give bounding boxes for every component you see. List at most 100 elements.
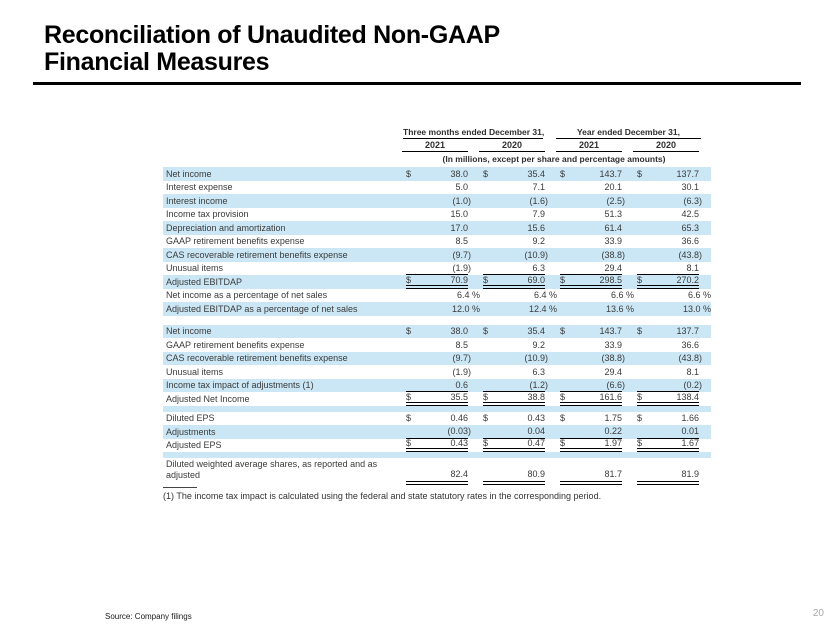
currency-symbol: $	[637, 326, 643, 337]
cell-group-q-2020: (1.6)	[483, 194, 548, 208]
cell-group-y-2021: 51.3	[560, 208, 622, 222]
cell-group-q-2020: 9.2	[483, 235, 545, 249]
cell-value: 8.5	[455, 236, 468, 247]
cell-group-y-2021: 0.22	[560, 425, 622, 439]
cell-group-q-2021: 8.5	[406, 338, 468, 352]
year-col-3: 2021	[556, 140, 622, 152]
table-row: CAS recoverable retirement benefits expe…	[163, 248, 711, 262]
cell-group-y-2020: (43.8)	[637, 248, 702, 262]
cell-value: 6.4 %	[533, 290, 557, 301]
year-col-2: 2020	[479, 140, 545, 152]
cell-value: (0.03)	[447, 426, 471, 437]
cell-group-y-2021: 33.9	[560, 338, 622, 352]
currency-symbol: $	[637, 438, 643, 449]
cell-group-y-2020: (0.2)	[637, 379, 702, 392]
cell-group-q-2021: (0.03)	[406, 425, 471, 439]
table-row: Depreciation and amortization 17.0 15.6 …	[163, 221, 711, 235]
currency-symbol: $	[637, 274, 643, 285]
cell-value: 8.5	[455, 339, 468, 350]
cell-group-y-2021: 6.6 %	[560, 289, 634, 303]
cell-group-q-2020: $ 35.4	[483, 325, 545, 339]
cell-group-q-2020: $ 69.0	[483, 275, 545, 289]
cell-value: (1.6)	[529, 195, 548, 206]
cell-group-y-2021: 29.4	[560, 365, 622, 379]
table-row: Income tax provision 15.0 7.9 51.3 42.5	[163, 207, 711, 222]
footnote-text: (1) The income tax impact is calculated …	[163, 491, 602, 501]
row-label: Unusual items	[166, 366, 224, 377]
currency-symbol: $	[483, 391, 489, 402]
cell-value: 35.4	[527, 326, 545, 337]
cell-value: 6.6 %	[610, 290, 634, 301]
cell-value: 29.4	[604, 366, 622, 377]
table-row: GAAP retirement benefits expense 8.5 9.2…	[163, 338, 711, 352]
cell-group-y-2020: 42.5	[637, 208, 699, 222]
table-row: Diluted EPS $ 0.46 $ 0.43 $ 1.75 $ 1.66	[163, 411, 711, 426]
currency-symbol: $	[406, 391, 412, 402]
cell-group-y-2020: $ 1.67	[637, 438, 699, 452]
cell-value: (10.9)	[524, 353, 548, 364]
row-label: Depreciation and amortization	[166, 222, 286, 233]
cell-value: 1.75	[604, 413, 622, 424]
cell-group-y-2020: $ 138.4	[637, 392, 699, 406]
footnote-rule	[163, 487, 197, 488]
cell-value: 80.9	[527, 469, 545, 479]
cell-value: 0.47	[527, 438, 545, 449]
cell-group-y-2020: $ 137.7	[637, 167, 699, 181]
cell-value: 0.22	[604, 426, 622, 437]
cell-value: 29.4	[604, 262, 622, 273]
cell-group-q-2020: 0.04	[483, 425, 545, 439]
cell-value: 0.43	[527, 413, 545, 424]
cell-group-y-2021: 81.7	[560, 467, 622, 485]
cell-group-y-2020: 8.1	[637, 262, 699, 275]
currency-symbol: $	[560, 326, 566, 337]
row-label: Net income	[166, 326, 212, 337]
cell-value: 15.0	[450, 209, 468, 220]
cell-value: 137.7	[676, 168, 699, 179]
currency-symbol: $	[483, 413, 489, 424]
cell-value: (9.7)	[452, 249, 471, 260]
cell-value: (1.9)	[452, 366, 471, 377]
cell-value: 70.9	[450, 274, 468, 285]
cell-value: 6.6 %	[687, 290, 711, 301]
cell-group-q-2020: (10.9)	[483, 248, 548, 262]
cell-group-q-2020: 7.9	[483, 208, 545, 222]
cell-group-q-2021: 5.0	[406, 181, 468, 195]
cell-value: 30.1	[681, 182, 699, 193]
units-note: (In millions, except per share and perce…	[442, 154, 666, 164]
cell-value: 6.3	[532, 366, 545, 377]
cell-value: 0.6	[455, 379, 468, 390]
cell-group-q-2020: 7.1	[483, 181, 545, 195]
page-title-line1: Reconciliation of Unaudited Non-GAAP	[44, 21, 500, 49]
row-label: Diluted EPS	[166, 413, 215, 424]
row-label: Adjusted EPS	[166, 440, 222, 451]
currency-symbol: $	[560, 413, 566, 424]
cell-value: 8.1	[686, 262, 699, 273]
cell-group-y-2021: $ 143.7	[560, 325, 622, 339]
cell-group-q-2021: $ 0.46	[406, 412, 468, 426]
row-label: Income tax provision	[166, 209, 249, 220]
table-column-group-header: Three months ended December 31, Year end…	[163, 126, 711, 139]
cell-group-y-2020: 36.6	[637, 338, 699, 352]
cell-value: 270.2	[676, 274, 699, 285]
cell-value: 20.1	[604, 182, 622, 193]
table-row: Interest income (1.0) (1.6) (2.5) (6.3)	[163, 194, 711, 208]
cell-value: (6.6)	[606, 379, 625, 390]
cell-value: 1.67	[681, 438, 699, 449]
cell-group-y-2021: (38.8)	[560, 352, 625, 366]
table-row: Diluted weighted average shares, as repo…	[163, 458, 711, 485]
cell-group-q-2020: (1.2)	[483, 379, 548, 392]
table-row: Income tax impact of adjustments (1) 0.6…	[163, 378, 711, 392]
currency-symbol: $	[560, 391, 566, 402]
cell-value: 13.0 %	[682, 303, 711, 314]
cell-value: 51.3	[604, 209, 622, 220]
cell-group-y-2020: 0.01	[637, 425, 699, 439]
table-row: GAAP retirement benefits expense 8.5 9.2…	[163, 234, 711, 249]
cell-group-y-2021: $ 1.75	[560, 412, 622, 426]
cell-group-y-2020: 36.6	[637, 235, 699, 249]
currency-symbol: $	[483, 326, 489, 337]
table-gap-row	[163, 315, 711, 325]
col-group-three-months: Three months ended December 31,	[403, 127, 545, 139]
table-row: Net income $ 38.0 $ 35.4 $ 143.7 $ 137.7	[163, 324, 711, 339]
cell-group-q-2021: 15.0	[406, 208, 468, 222]
